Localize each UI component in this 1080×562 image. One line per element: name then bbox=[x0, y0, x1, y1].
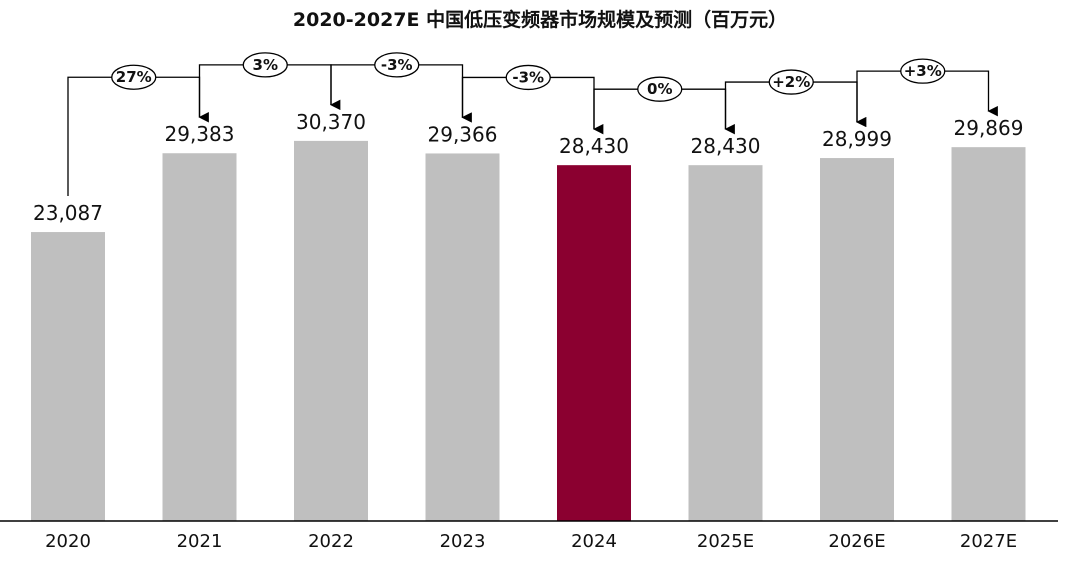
tick-label-2022: 2022 bbox=[308, 531, 354, 552]
value-label-2020: 23,087 bbox=[33, 201, 103, 225]
value-label-2026E: 28,999 bbox=[822, 127, 892, 151]
bar-2024 bbox=[557, 165, 631, 522]
growth-badge-1 bbox=[111, 64, 157, 90]
growth-label-7: +3% bbox=[904, 62, 942, 80]
bar-2021 bbox=[162, 153, 237, 521]
value-label-2027E: 29,869 bbox=[954, 116, 1024, 140]
growth-label-4: -3% bbox=[512, 68, 544, 86]
growth-badge-6 bbox=[768, 69, 814, 95]
growth-label-6: +2% bbox=[772, 73, 810, 91]
value-label-2024: 28,430 bbox=[559, 134, 629, 158]
tick-label-2024: 2024 bbox=[571, 531, 617, 552]
growth-badge-4 bbox=[505, 64, 551, 91]
tick-label-2026E: 2026E bbox=[828, 531, 885, 552]
bar-2022 bbox=[294, 140, 368, 521]
growth-badge-5 bbox=[637, 76, 683, 102]
value-label-2023: 29,366 bbox=[428, 122, 498, 146]
bar-2020 bbox=[31, 232, 105, 521]
value-label-2025E: 28,430 bbox=[691, 134, 761, 158]
growth-label-5: 0% bbox=[647, 80, 672, 98]
growth-badge-2 bbox=[242, 52, 288, 78]
bar-2027E bbox=[951, 147, 1026, 521]
value-label-2022: 30,370 bbox=[296, 110, 366, 134]
growth-label-1: 27% bbox=[116, 68, 152, 86]
tick-label-2020: 2020 bbox=[45, 531, 91, 552]
tick-label-2027E: 2027E bbox=[960, 531, 1017, 552]
bar-2026E bbox=[820, 158, 894, 521]
bar-2025E bbox=[688, 165, 763, 522]
growth-badge-7 bbox=[900, 58, 946, 84]
tick-label-2021: 2021 bbox=[177, 531, 223, 552]
value-label-2021: 29,383 bbox=[165, 122, 235, 146]
growth-label-3: -3% bbox=[381, 56, 413, 74]
chart-title: 2020-2027E 中国低压变频器市场规模及预测（百万元） bbox=[293, 8, 787, 31]
growth-badge-3 bbox=[374, 52, 420, 78]
tick-label-2023: 2023 bbox=[440, 531, 486, 552]
growth-label-2: 3% bbox=[253, 56, 278, 74]
bar-2023 bbox=[425, 153, 500, 521]
tick-label-2025E: 2025E bbox=[697, 531, 754, 552]
